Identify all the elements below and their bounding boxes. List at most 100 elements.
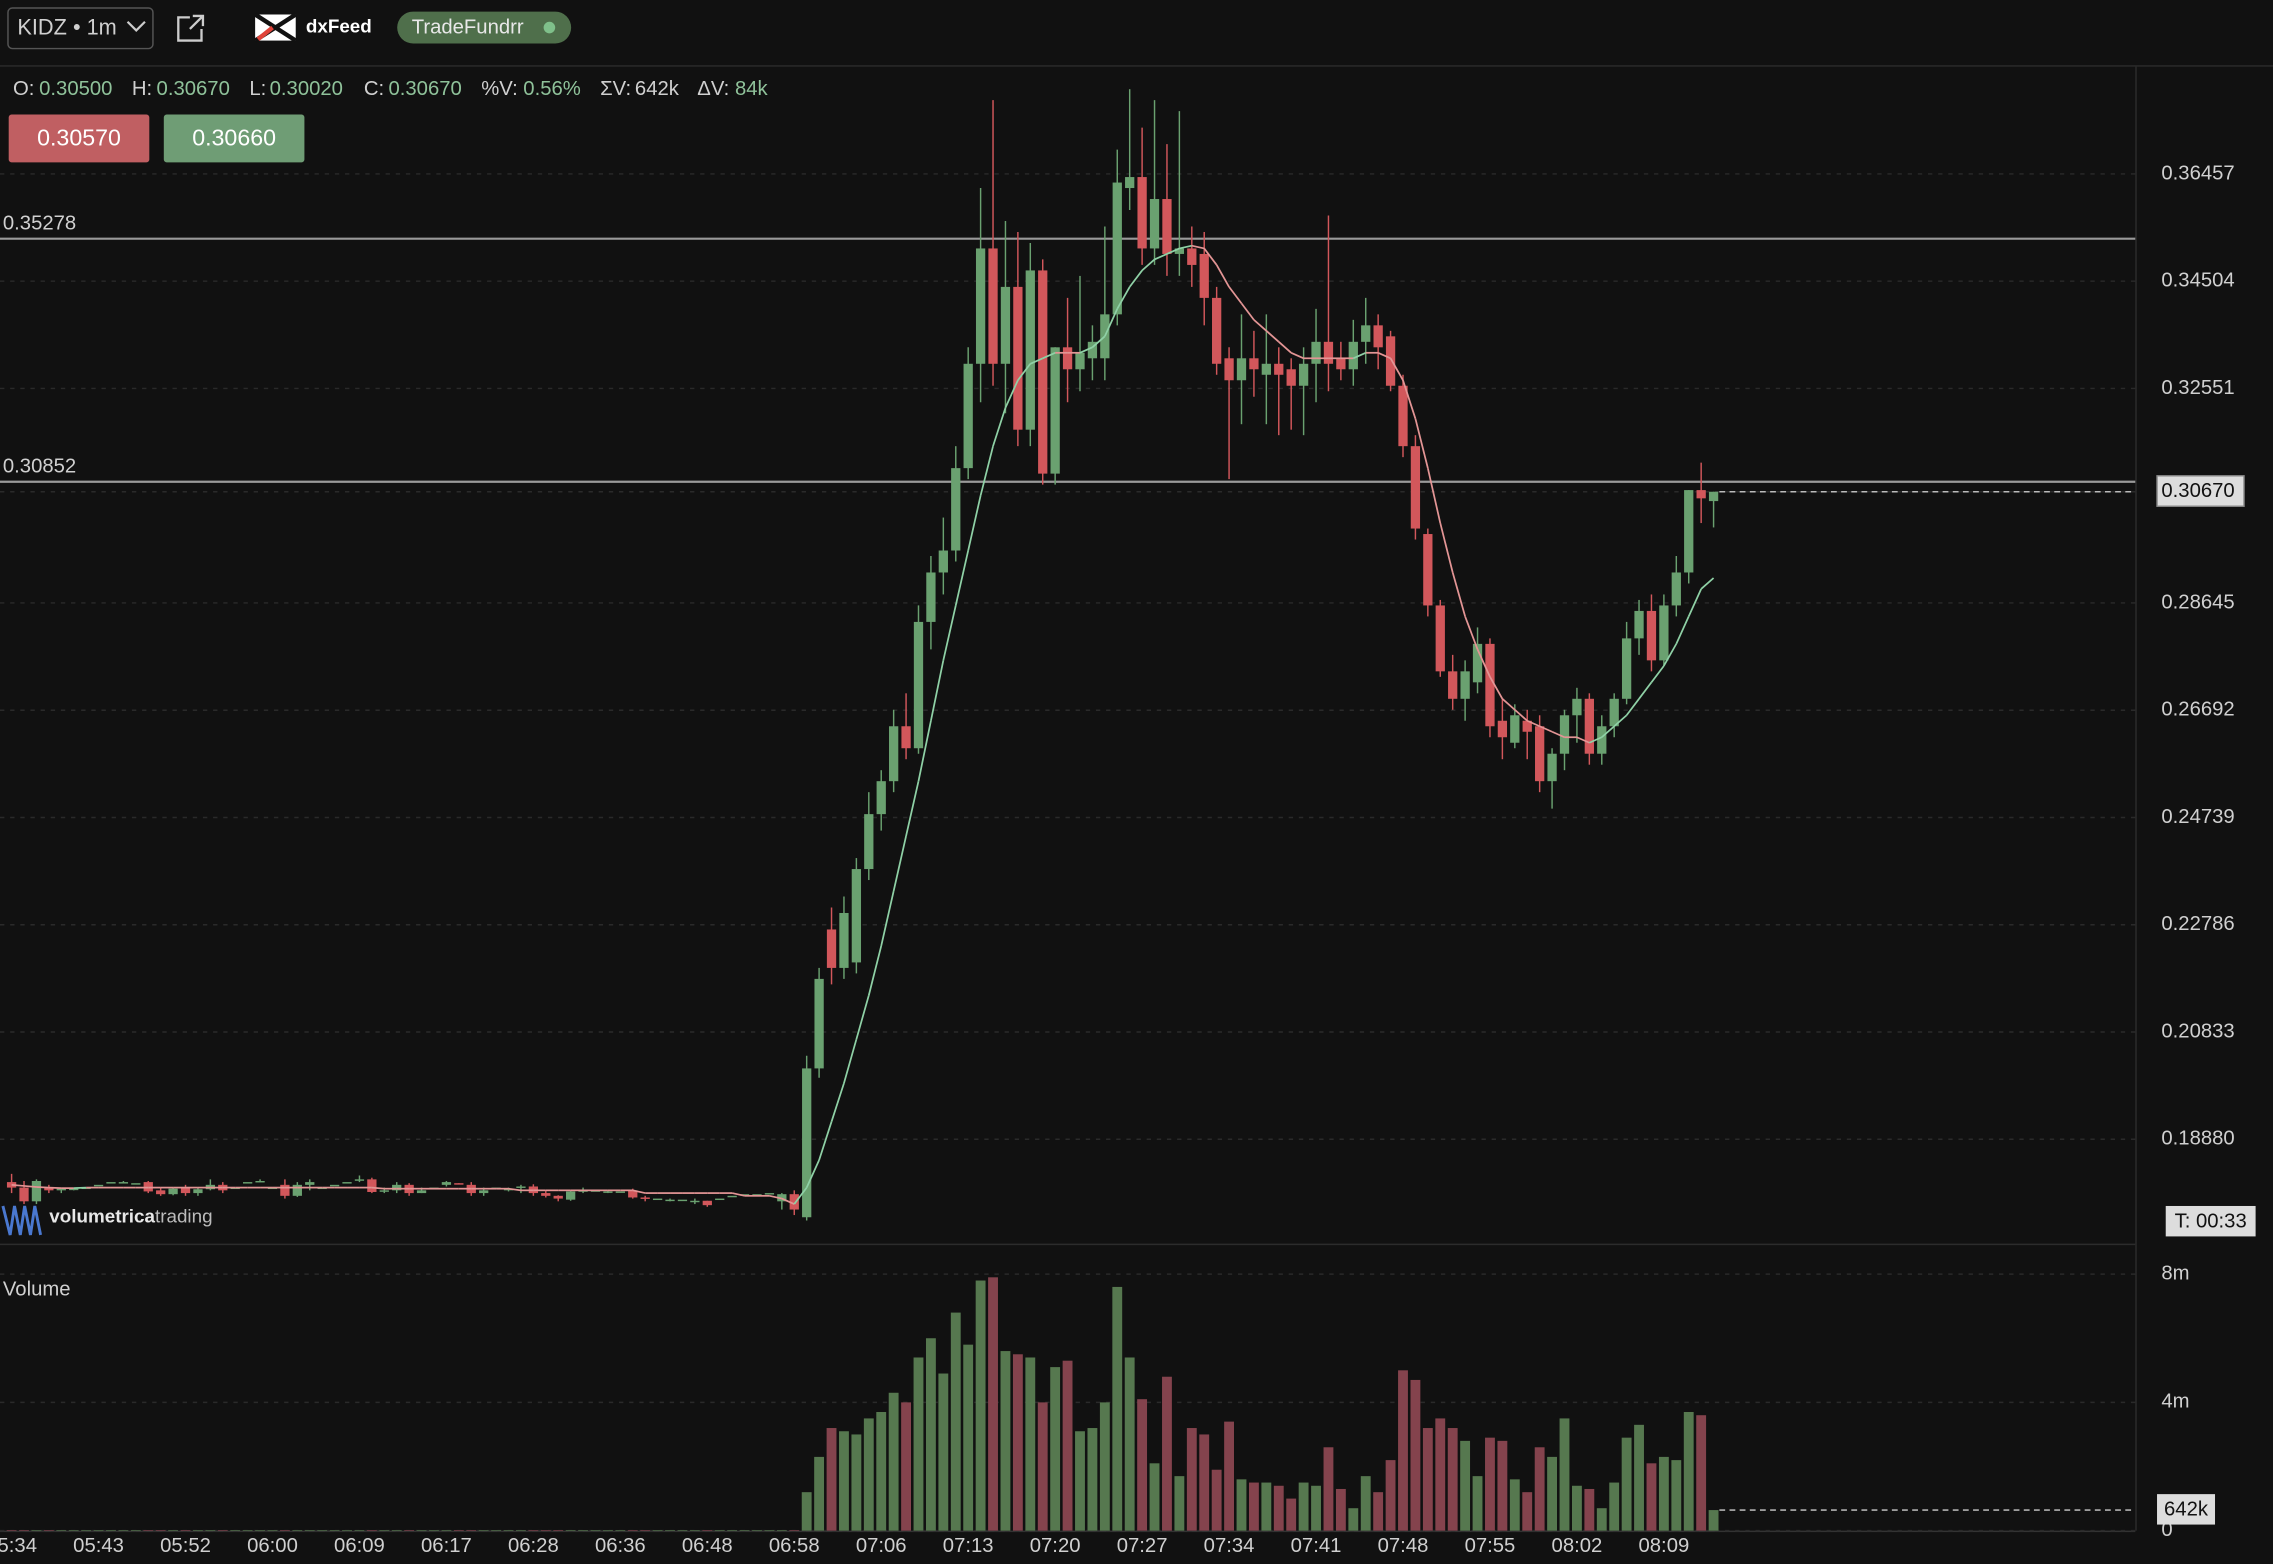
volume-bar	[1547, 1456, 1558, 1531]
x-tick-label: 07:41	[1291, 1535, 1342, 1557]
candle-body	[1286, 369, 1296, 386]
moving-average-segment	[867, 945, 883, 996]
watermark-suffix: trading	[155, 1206, 213, 1227]
volume-bar	[143, 1530, 154, 1531]
moving-average-segment	[1091, 335, 1106, 348]
volume-bar	[1708, 1510, 1719, 1531]
ohlc-label: O:	[13, 78, 34, 100]
volume-bar	[1634, 1424, 1644, 1531]
volume-bar	[627, 1530, 638, 1531]
candle-body	[1137, 177, 1147, 249]
candle-body	[1522, 720, 1532, 732]
ohlc-value: 0.30670	[388, 78, 461, 100]
ohlc-label: C:	[364, 78, 384, 100]
volume-bar	[1099, 1402, 1110, 1531]
volume-bar	[876, 1412, 887, 1531]
candle-body	[1584, 698, 1594, 754]
candle-body	[938, 550, 948, 573]
volume-bar	[217, 1530, 228, 1531]
candle-body	[1535, 726, 1545, 782]
volume-bar	[1261, 1482, 1272, 1531]
candle-body	[1497, 720, 1508, 738]
volume-bar	[391, 1530, 402, 1531]
volume-bar	[839, 1431, 849, 1531]
candle-body	[1646, 610, 1657, 661]
candle-body	[864, 814, 874, 870]
moving-average-segment	[855, 995, 870, 1040]
candle-body	[1249, 358, 1259, 370]
volume-bar	[317, 1530, 328, 1531]
candle-body	[180, 1187, 191, 1194]
moving-average-segment	[1539, 725, 1553, 733]
volume-bar	[1683, 1412, 1694, 1531]
volume-bar	[565, 1530, 576, 1531]
candle-body	[19, 1187, 29, 1202]
candle-body	[752, 1194, 762, 1196]
x-tick-label: 06:58	[769, 1535, 820, 1557]
buy-button[interactable]	[163, 114, 305, 163]
moving-average-segment	[1042, 352, 1056, 360]
feed-logo	[253, 12, 297, 43]
moving-average-segment	[1663, 643, 1678, 667]
volume-bar	[764, 1530, 775, 1531]
moving-average-segment	[1240, 302, 1255, 321]
volume-bar	[1348, 1508, 1359, 1531]
candle-body	[951, 468, 961, 551]
symbol-selector[interactable]	[7, 7, 154, 50]
volume-bar	[466, 1530, 477, 1531]
volume-bar	[1360, 1476, 1371, 1531]
volume-bar	[68, 1530, 79, 1531]
volume-bar	[938, 1373, 949, 1531]
volume-bar	[1000, 1351, 1011, 1531]
candle-body	[665, 1199, 675, 1202]
volume-bar	[106, 1530, 116, 1531]
volume-bar	[453, 1530, 464, 1531]
volume-bar	[1435, 1418, 1446, 1531]
volume-bar	[925, 1338, 936, 1531]
candle-body	[1038, 270, 1048, 474]
volume-bar	[1087, 1428, 1098, 1531]
ohlc-label: %V:	[481, 78, 517, 100]
volume-bar	[255, 1530, 265, 1531]
moving-average-segment	[1116, 286, 1131, 310]
candle-body	[1410, 446, 1421, 529]
account-pill[interactable]	[397, 11, 572, 44]
moving-average-segment	[1290, 352, 1304, 360]
volume-bar	[118, 1530, 129, 1531]
moving-average-segment	[1154, 253, 1168, 261]
moving-average-segment	[731, 1192, 745, 1197]
x-tick-label: 07:20	[1030, 1535, 1081, 1557]
moving-average-segment	[632, 1189, 646, 1194]
candle-body	[1572, 698, 1582, 716]
moving-average-segment	[781, 1197, 795, 1205]
volume-bar	[1658, 1456, 1669, 1531]
x-tick-label: 07:55	[1465, 1535, 1516, 1557]
y-tick-label: 0.24739	[2161, 806, 2234, 828]
popout-icon[interactable]	[177, 14, 205, 42]
volume-bar	[1472, 1476, 1483, 1531]
candle-body	[975, 248, 986, 364]
moving-average-segment	[1141, 258, 1156, 272]
volume-bar	[652, 1530, 663, 1531]
candle-body	[1671, 572, 1681, 606]
volume-bar	[1037, 1402, 1048, 1531]
moving-average-segment	[1228, 286, 1243, 304]
moving-average-segment	[769, 1194, 783, 1200]
volume-bar	[193, 1530, 203, 1531]
volume-bar	[168, 1530, 179, 1531]
y-tick-label: 0.18880	[2161, 1128, 2234, 1150]
volume-bar	[1162, 1376, 1172, 1531]
volume-bar	[366, 1530, 377, 1531]
candle-body	[1398, 385, 1408, 447]
candle-body	[1013, 286, 1023, 430]
volume-bar	[950, 1312, 961, 1531]
moving-average-segment	[1278, 341, 1292, 354]
ask-price: 0.30660	[192, 124, 276, 150]
candle-body	[1609, 698, 1619, 727]
candle-body	[1274, 363, 1284, 375]
moving-average-segment	[1265, 330, 1280, 343]
symbol: KIDZ • 1m	[17, 15, 116, 40]
volume-bar	[776, 1530, 787, 1531]
sell-button[interactable]	[8, 114, 150, 163]
candle-body	[1187, 248, 1197, 265]
